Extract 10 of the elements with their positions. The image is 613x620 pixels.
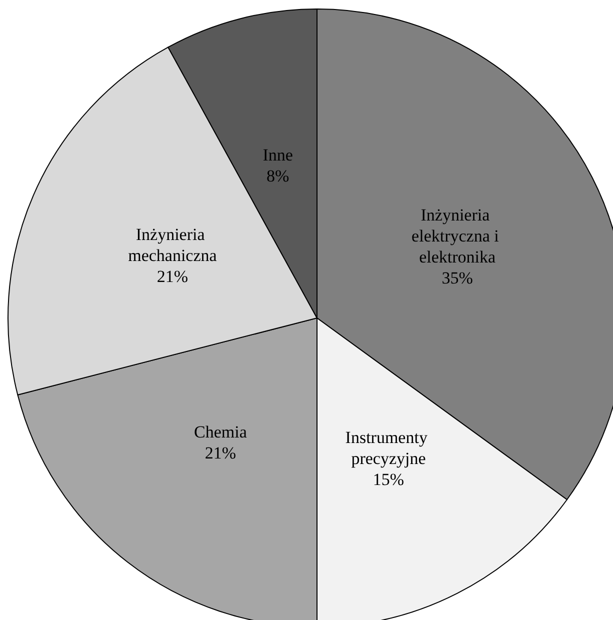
slice-label: Inżynieria mechaniczna: [128, 224, 218, 265]
slice-label: Inżynieria elektryczna i elektronika: [412, 205, 504, 266]
data-label: 21%: [204, 443, 236, 462]
data-label: 15%: [372, 470, 404, 489]
data-label: 8%: [266, 166, 290, 186]
slice-label: Chemia: [194, 422, 248, 442]
slice-label: Instrumenty precyzyjne: [345, 428, 432, 468]
data-label: 21%: [156, 266, 188, 286]
data-label: 35%: [442, 268, 473, 288]
slice-label: Inne: [262, 145, 293, 164]
